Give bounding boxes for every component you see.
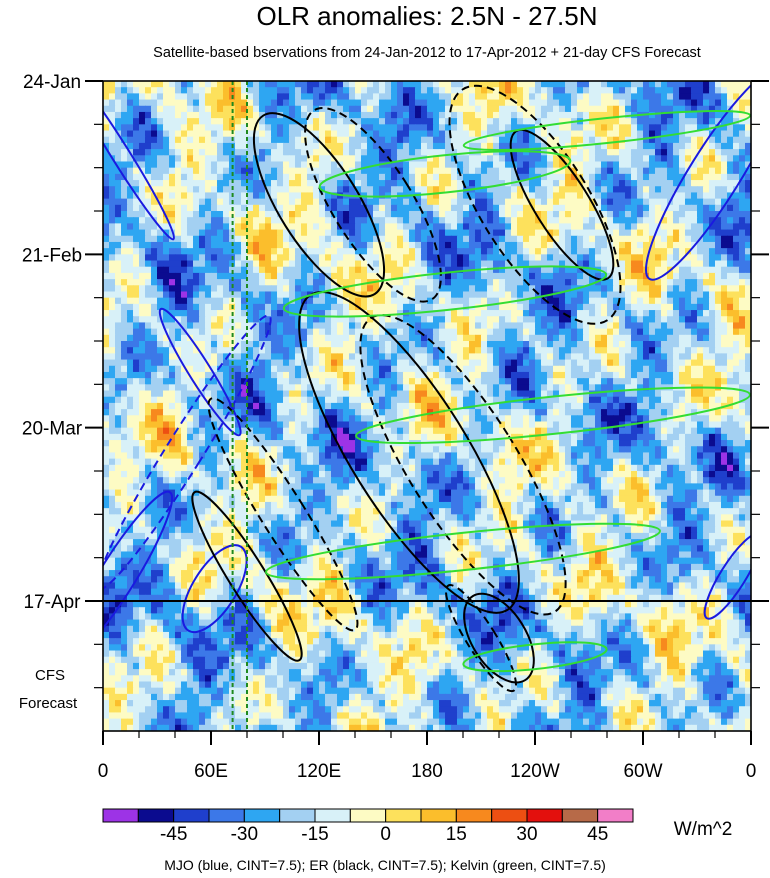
anomaly-heatmap — [103, 81, 751, 731]
colorbar-swatch-3 — [208, 808, 245, 823]
green-contour-1 — [282, 265, 608, 318]
colorbar-label-6: 45 — [587, 824, 608, 845]
colorbar-swatch-7 — [349, 808, 387, 823]
black-contour-3 — [448, 84, 622, 325]
blue-contour-1 — [158, 307, 242, 437]
x-tick-label-6: 0 — [746, 761, 757, 782]
green-contour-2 — [355, 386, 751, 445]
colorbar-swatch-8 — [385, 808, 422, 823]
colorbar-swatch-0 — [102, 808, 139, 823]
black-contour-9 — [207, 397, 359, 632]
y-tick-label-0: 24-Jan — [23, 72, 81, 93]
x-tick-label-5: 60W — [623, 761, 662, 782]
colorbar-swatch-9 — [420, 808, 457, 823]
y-tick-label-1: 21-Feb — [22, 245, 82, 266]
blue-contour-6 — [703, 532, 751, 620]
colorbar-label-1: -30 — [231, 824, 258, 845]
colorbar-swatch-13 — [561, 808, 599, 823]
green-contour-0 — [318, 150, 572, 198]
black-contour-7 — [444, 584, 518, 693]
forecast-label-line-1: CFS — [35, 667, 65, 684]
colorbar-swatch-11 — [491, 808, 528, 823]
forecast-label-line-2: Forecast — [19, 695, 78, 712]
legend-text: MJO (blue, CINT=7.5); ER (black, CINT=7.… — [164, 857, 606, 873]
black-contour-1 — [304, 107, 442, 303]
chart-title: OLR anomalies: 2.5N - 27.5N — [256, 1, 597, 31]
y-tick-label-2: 20-Mar — [22, 419, 83, 440]
chart-subtitle: Satellite-based bservations from 24-Jan-… — [153, 45, 701, 61]
colorbar-swatch-2 — [173, 808, 210, 823]
colorbar-label-4: 15 — [446, 824, 467, 845]
colorbar-swatch-4 — [243, 808, 281, 823]
black-contour-5 — [359, 314, 567, 616]
black-contour-0 — [252, 112, 386, 298]
wave-contours — [103, 81, 751, 693]
x-tick-label-3: 180 — [411, 761, 443, 782]
colorbar-label-3: 0 — [380, 824, 391, 845]
x-tick-label-2: 120E — [297, 761, 341, 782]
colorbar-swatch-10 — [455, 808, 493, 823]
green-contour-5 — [462, 641, 608, 673]
plot-overlays — [85, 81, 769, 731]
green-contour-3 — [265, 522, 661, 581]
blue-contour-2 — [103, 314, 272, 591]
colorbar: -45 -30 -15 0 15 30 45 — [102, 808, 634, 845]
x-tick-label-1: 60E — [194, 761, 228, 782]
blue-contour-5 — [645, 81, 751, 281]
colorbar-swatch-12 — [526, 808, 563, 823]
blue-contour-3 — [103, 81, 176, 241]
colorbar-swatch-5 — [279, 808, 316, 823]
x-tick-label-0: 0 — [98, 761, 109, 782]
colorbar-label-5: 30 — [516, 824, 537, 845]
colorbar-swatch-6 — [314, 808, 351, 823]
black-contour-6 — [463, 592, 535, 684]
blue-contour-4 — [103, 490, 174, 662]
colorbar-swatch-14 — [597, 808, 634, 823]
colorbar-unit: W/m^2 — [674, 819, 733, 840]
y-tick-label-3: 17-Apr — [23, 592, 81, 613]
colorbar-label-2: -15 — [301, 824, 328, 845]
colorbar-swatch-1 — [137, 808, 175, 823]
plot-axes: 24-Jan 21-Feb 20-Mar 17-Apr 0 60E 120E 180 120W 6… — [22, 72, 769, 782]
x-tick-label-4: 120W — [510, 761, 560, 782]
colorbar-label-0: -45 — [160, 824, 187, 845]
